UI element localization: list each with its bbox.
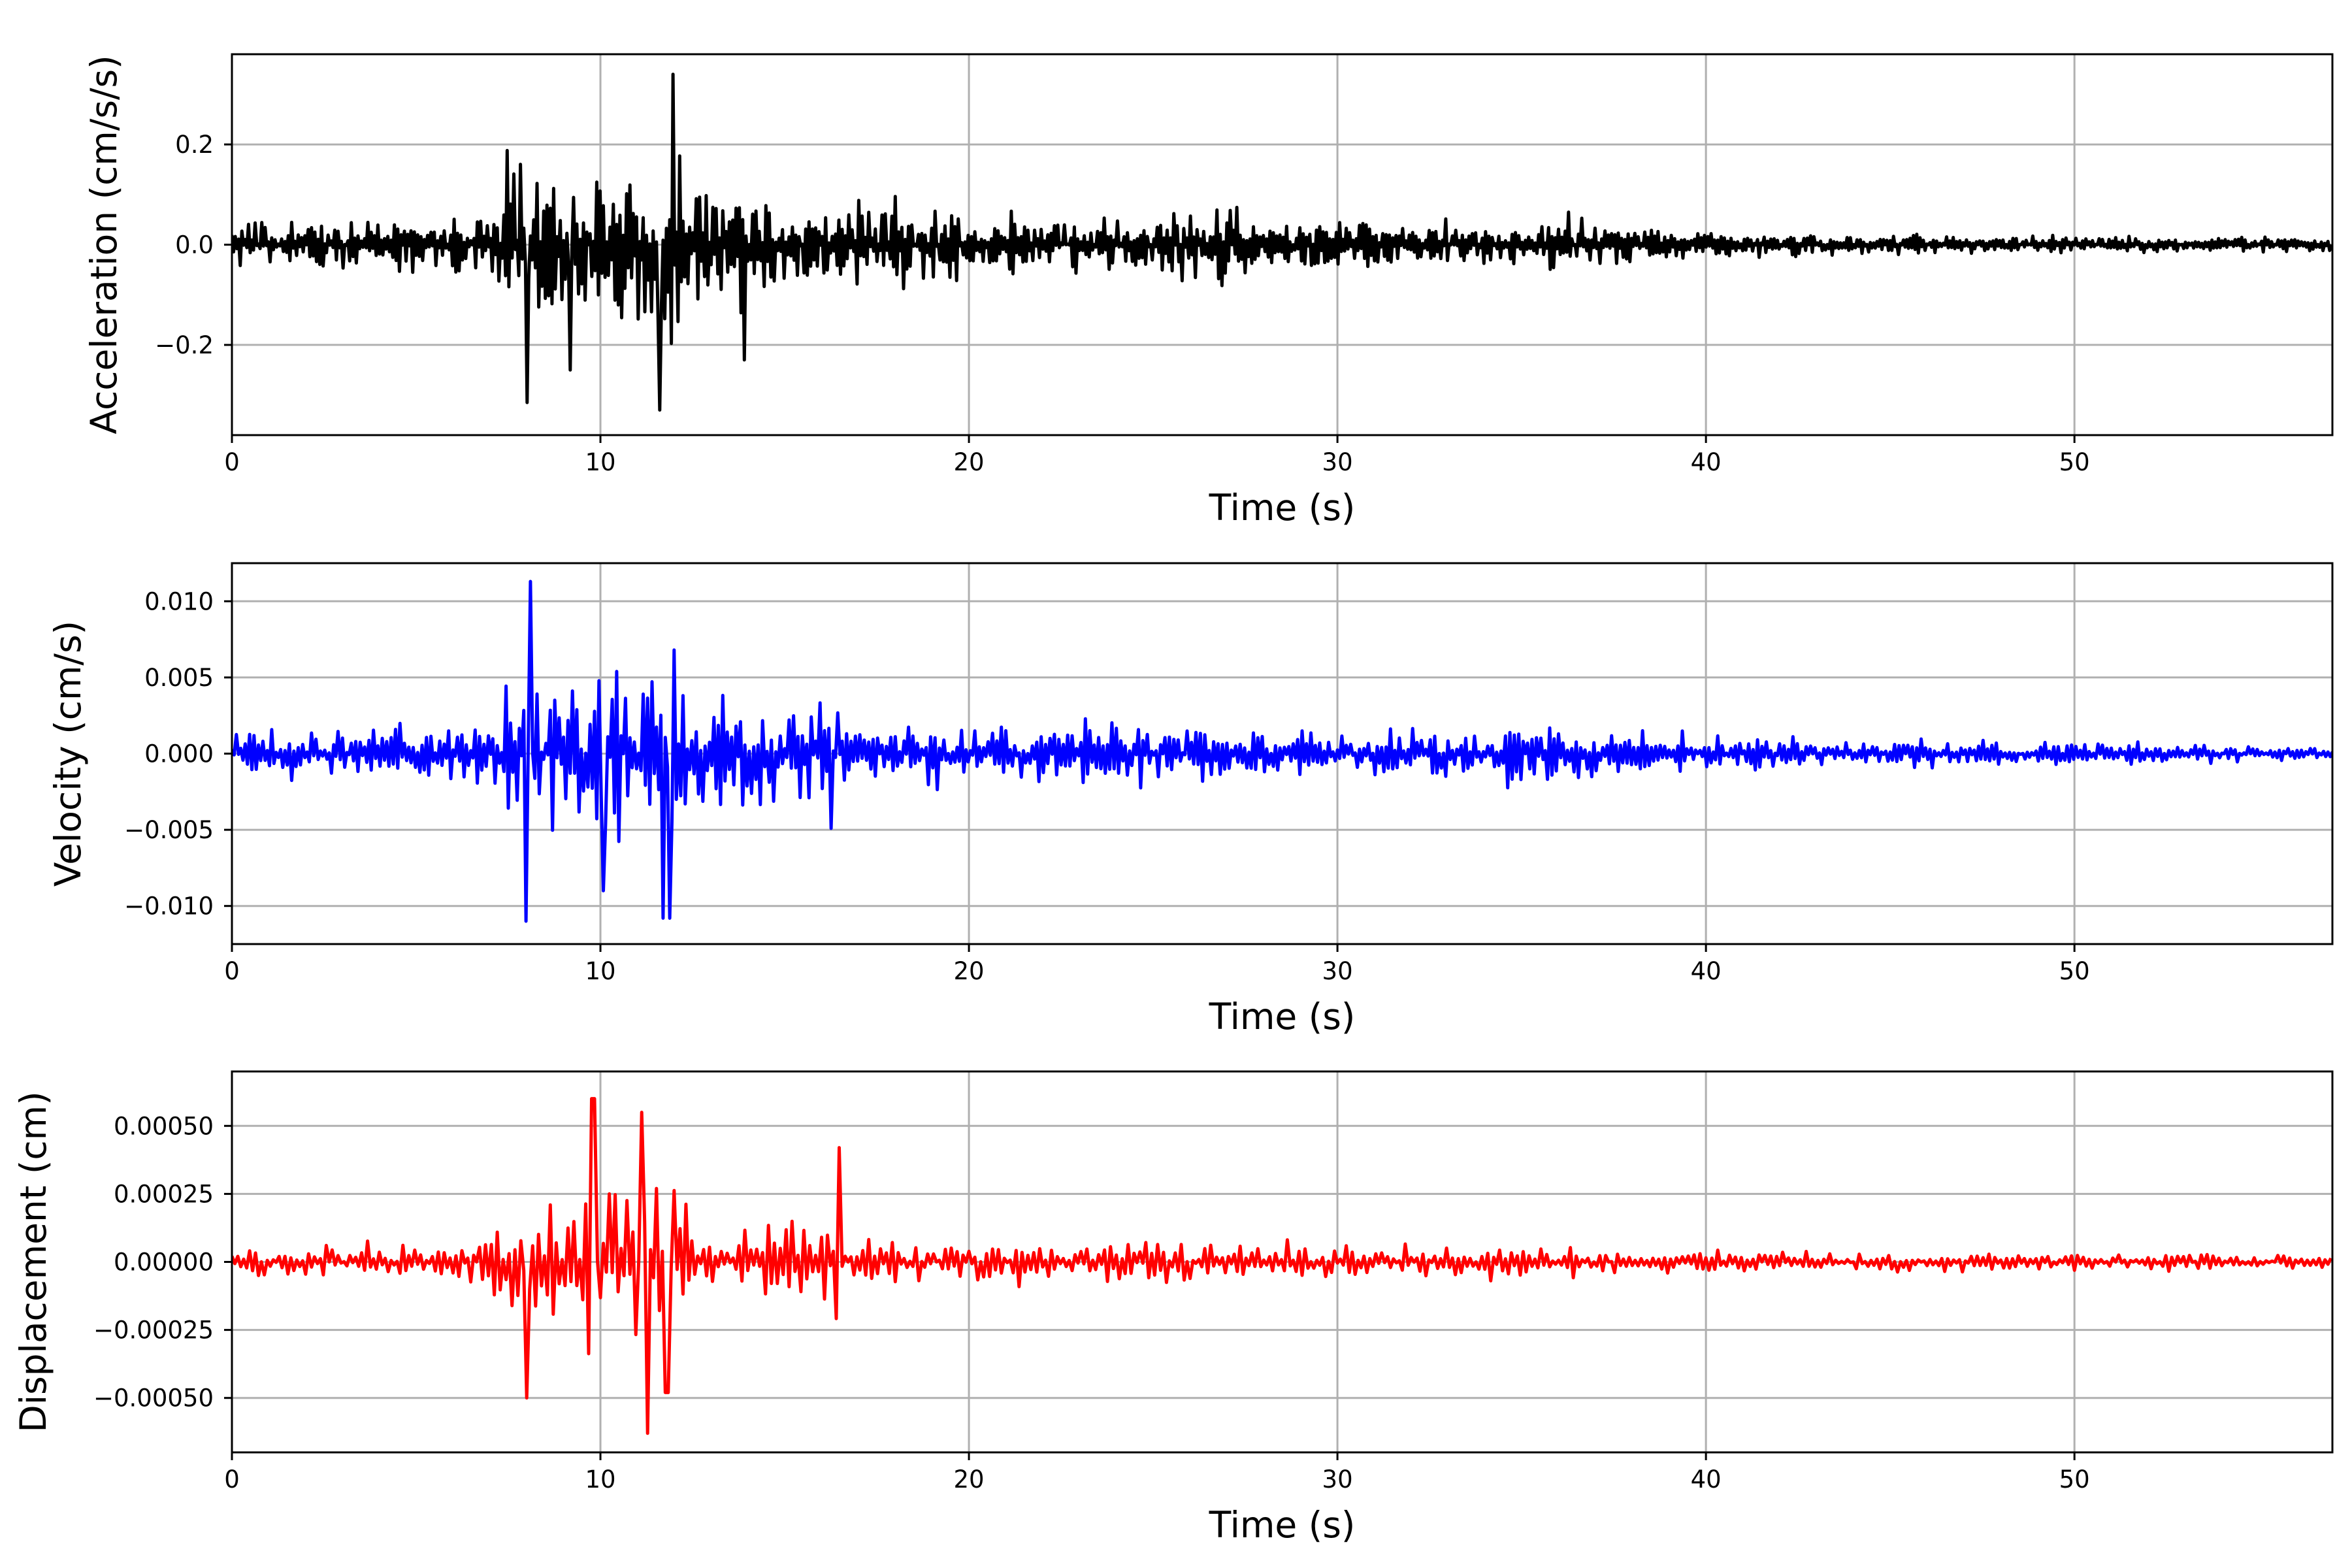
y-tick-label: −0.010 (124, 892, 214, 921)
y-axis-label: Displacement (cm) (12, 1091, 54, 1432)
y-tick-label: −0.005 (124, 816, 214, 844)
x-tick-label: 50 (2059, 448, 2090, 476)
y-tick-label: 0.00050 (114, 1112, 214, 1140)
x-tick-label: 10 (585, 448, 615, 476)
x-tick-label: 30 (1322, 957, 1353, 985)
panel-3: 0 10 20 30 40 50 −0.00050 −0.00025 0.00000 0.0002… (12, 1070, 2334, 1546)
x-tick-label: 10 (585, 1465, 615, 1494)
x-tick-label: 50 (2059, 957, 2090, 985)
y-tick-label: 0.005 (144, 664, 214, 692)
x-tick-label: 0 (224, 448, 240, 476)
x-tick-label: 50 (2059, 1465, 2090, 1494)
x-tick-label: 30 (1322, 1465, 1353, 1494)
x-tick-label: 10 (585, 957, 615, 985)
y-tick-label: 0.00000 (114, 1249, 214, 1277)
series-line (232, 1097, 2332, 1435)
y-tick-label: −0.2 (155, 331, 214, 359)
series-line (232, 73, 2332, 412)
x-tick-label: 20 (954, 957, 985, 985)
y-tick-label: −0.00050 (93, 1384, 214, 1413)
y-tick-label: 0.010 (144, 587, 214, 615)
x-axis-label: Time (s) (1209, 1504, 1356, 1546)
panel-1: 0 10 20 30 40 50 −0.2 0.0 0.2 Time (s) Acceleratio… (83, 53, 2334, 529)
x-tick-label: 40 (1691, 957, 1722, 985)
y-axis-label: Velocity (cm/s) (47, 621, 89, 887)
series-line (232, 580, 2332, 923)
x-axis-label: Time (s) (1209, 996, 1356, 1037)
x-tick-label: 20 (954, 1465, 985, 1494)
x-tick-label: 40 (1691, 1465, 1722, 1494)
y-tick-label: 0.2 (175, 131, 214, 159)
x-tick-label: 0 (224, 957, 240, 985)
x-axis-label: Time (s) (1209, 487, 1356, 529)
x-tick-label: 0 (224, 1465, 240, 1494)
x-tick-label: 20 (954, 448, 985, 476)
y-tick-label: 0.00025 (114, 1180, 214, 1208)
y-tick-label: −0.00025 (93, 1316, 214, 1345)
x-tick-label: 40 (1691, 448, 1722, 476)
panel-2: 0 10 20 30 40 50 −0.010 −0.005 0.000 0.005 0.010 Ti… (47, 562, 2334, 1037)
y-tick-label: 0.000 (144, 740, 214, 768)
y-tick-label: 0.0 (175, 231, 214, 259)
x-tick-label: 30 (1322, 448, 1353, 476)
y-axis-label: Acceleration (cm/s/s) (83, 55, 125, 434)
